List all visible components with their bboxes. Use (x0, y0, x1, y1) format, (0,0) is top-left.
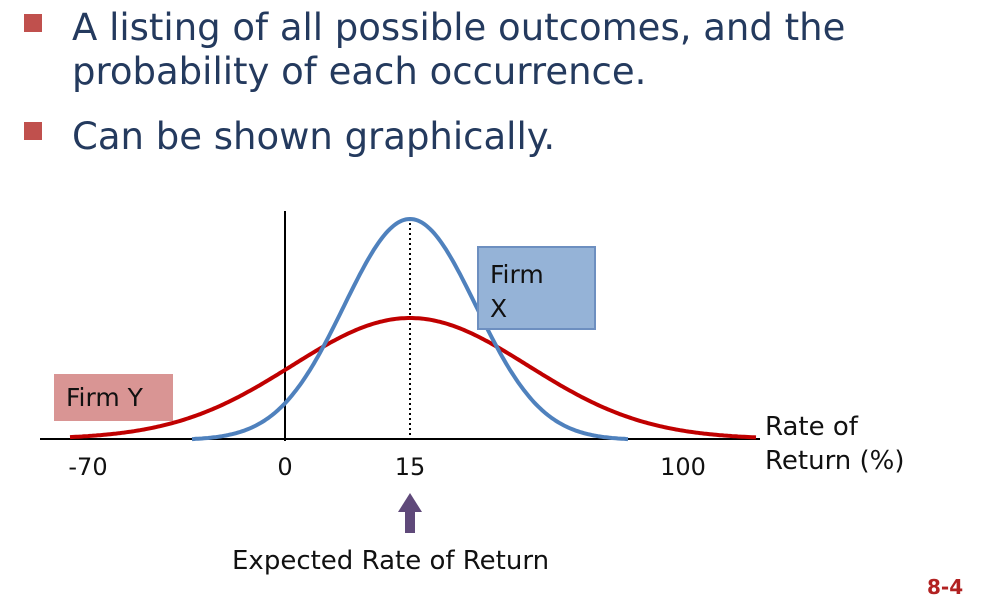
bullet-2-marker (24, 122, 42, 140)
expected-arrow-head (398, 493, 422, 512)
bullet-1-text: A listing of all possible outcomes, and … (72, 6, 845, 94)
firm-x-curve (191, 216, 629, 442)
bullet-2-line-1: Can be shown graphically. (72, 115, 556, 158)
firm-x-label-word-1: Firm (490, 260, 544, 289)
tick-label-0: 0 (277, 453, 293, 481)
bullet-1-line-1: A listing of all possible outcomes, and … (72, 6, 846, 49)
tick-label-15: 15 (394, 453, 426, 481)
bullet-1-line-2: probability of each occurrence. (72, 50, 647, 93)
bullet-2-text: Can be shown graphically. (72, 115, 555, 159)
expected-arrow-shaft (405, 510, 415, 533)
expected-return-label: Expected Rate of Return (232, 546, 550, 576)
tick-label-100: 100 (660, 453, 706, 481)
tick-label-minus-70: -70 (68, 453, 108, 481)
firm-x-label-word-2: X (490, 294, 508, 323)
firm-x-label-box: Firm X (477, 246, 596, 330)
x-axis-title-line-2: Return (%) (765, 446, 905, 476)
bullet-1-marker (24, 14, 42, 32)
x-axis-title-line-1: Rate of (765, 412, 858, 442)
slide-number: 8-4 (927, 575, 964, 599)
firm-y-label: Firm Y (66, 383, 143, 412)
firm-y-label-box: Firm Y (54, 374, 173, 421)
x-axis-title: Rate of Return (%) (765, 410, 905, 478)
firm-y-curve (69, 316, 757, 440)
